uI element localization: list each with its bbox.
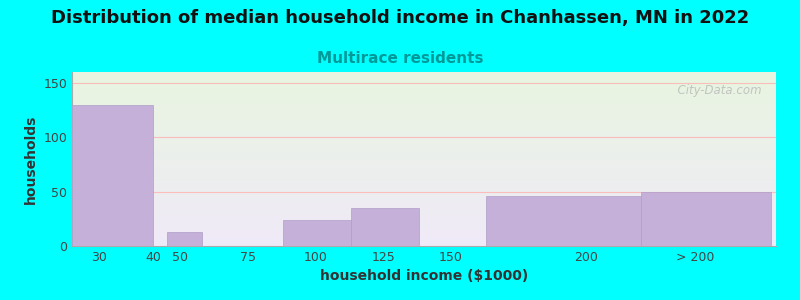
Text: Multirace residents: Multirace residents <box>317 51 483 66</box>
Bar <box>283 220 351 246</box>
Bar <box>166 232 202 246</box>
Bar <box>351 208 418 246</box>
Text: City-Data.com: City-Data.com <box>670 84 762 97</box>
Bar <box>486 196 641 246</box>
X-axis label: household income ($1000): household income ($1000) <box>320 269 528 284</box>
Bar <box>641 192 770 246</box>
Text: Distribution of median household income in Chanhassen, MN in 2022: Distribution of median household income … <box>51 9 749 27</box>
Bar <box>72 105 154 246</box>
Y-axis label: households: households <box>24 114 38 204</box>
